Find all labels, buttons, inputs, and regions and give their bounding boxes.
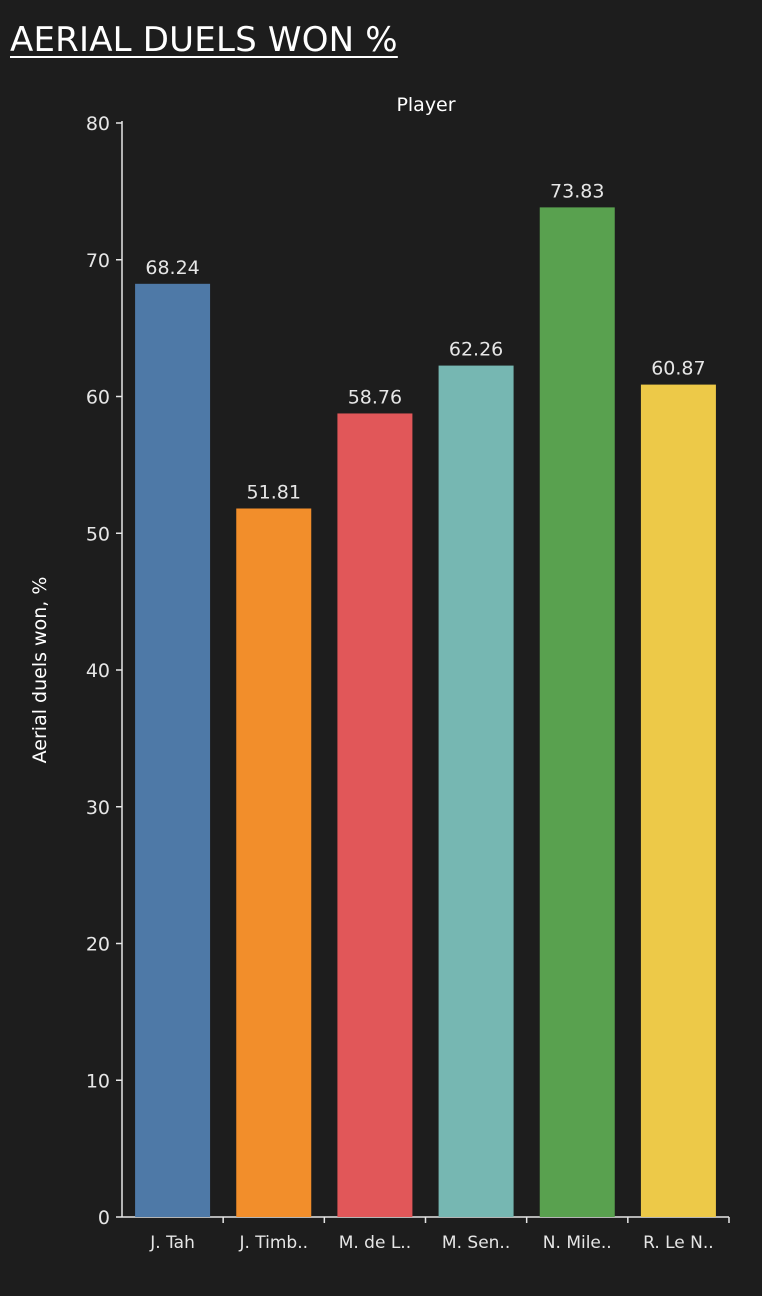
y-tick-label: 50	[86, 523, 110, 545]
chart-title: AERIAL DUELS WON %	[10, 20, 398, 60]
y-tick-label: 10	[86, 1070, 110, 1092]
bar	[438, 365, 514, 1218]
y-tick-label: 20	[86, 934, 110, 956]
y-tick-label: 30	[86, 797, 110, 819]
x-tick-label: N. Mile..	[543, 1233, 612, 1253]
x-tick-label: J. Tah	[149, 1233, 195, 1253]
y-tick-label: 60	[86, 387, 110, 409]
bar-value-label: 73.83	[550, 180, 604, 202]
bar-value-label: 58.76	[348, 386, 402, 408]
bar	[640, 384, 716, 1217]
x-tick-label: R. Le N..	[643, 1233, 714, 1253]
bar	[135, 283, 211, 1217]
bar	[337, 413, 413, 1217]
bar-value-label: 62.26	[449, 339, 503, 361]
y-tick-label: 70	[86, 250, 110, 272]
x-tick-label: M. Sen..	[442, 1233, 510, 1253]
x-tick-label: M. de L..	[339, 1233, 411, 1253]
x-tick-label: J. Timb..	[238, 1233, 308, 1253]
bar	[539, 207, 615, 1217]
y-tick-label: 0	[98, 1207, 110, 1229]
y-tick-label: 40	[86, 660, 110, 682]
y-axis-title: Aerial duels won, %	[29, 577, 51, 764]
bar-value-label: 68.24	[145, 257, 199, 279]
x-axis-title: Player	[396, 94, 455, 116]
bar-value-label: 60.87	[651, 358, 705, 380]
bar-value-label: 51.81	[247, 481, 301, 503]
y-tick-label: 80	[86, 113, 110, 135]
bar	[236, 508, 312, 1217]
